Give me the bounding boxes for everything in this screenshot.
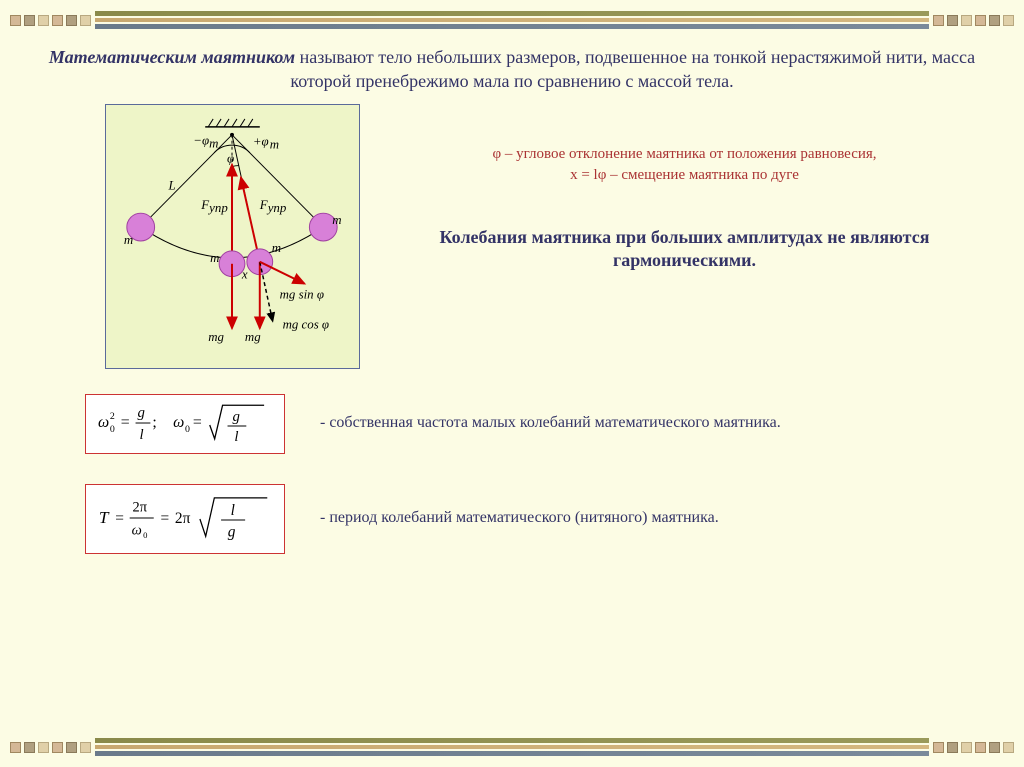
svg-text:2π: 2π xyxy=(133,499,148,515)
pendulum-diagram: −φm +φm φ L F⃗упр F⃗упр xyxy=(105,104,360,369)
title-paragraph: Математическим маятником называют тело н… xyxy=(45,45,979,94)
formula-row-frequency: ω 2 0 = g l ; ω 0 = g l - собственная ча… xyxy=(45,394,979,454)
svg-text:упр: упр xyxy=(266,201,287,215)
svg-text:ω: ω xyxy=(98,414,109,431)
svg-text:L: L xyxy=(168,178,176,192)
svg-text:g: g xyxy=(228,523,236,540)
formula-period: T = 2π ω 0 = 2π l g xyxy=(85,484,285,554)
svg-text:l: l xyxy=(234,428,238,444)
formula-omega-desc: - собственная частота малых колебаний ма… xyxy=(320,413,781,434)
title-term: Математическим маятником xyxy=(49,47,295,67)
svg-text:m: m xyxy=(124,233,133,247)
svg-text:ω: ω xyxy=(173,414,184,431)
svg-text:ω: ω xyxy=(132,522,142,538)
svg-text:T: T xyxy=(99,507,110,526)
svg-text:=: = xyxy=(160,509,169,526)
svg-text:x: x xyxy=(241,267,248,281)
svg-text:−φ: −φ xyxy=(193,133,209,147)
non-harmonic-statement: Колебания маятника при больших амплитуда… xyxy=(390,226,979,273)
svg-text:;: ; xyxy=(152,414,156,431)
formula-row-period: T = 2π ω 0 = 2π l g - период колебаний м… xyxy=(45,484,979,554)
svg-text:m: m xyxy=(270,137,279,151)
svg-text:=: = xyxy=(115,509,124,526)
svg-text:2: 2 xyxy=(110,411,115,422)
svg-text:упр: упр xyxy=(207,201,228,215)
svg-text:g: g xyxy=(232,409,239,425)
svg-text:m: m xyxy=(272,240,281,254)
title-definition: называют тело небольших размеров, подвеш… xyxy=(290,47,975,91)
formula-omega: ω 2 0 = g l ; ω 0 = g l xyxy=(85,394,285,454)
decorative-border-top xyxy=(0,8,1024,32)
svg-text:mg sin φ: mg sin φ xyxy=(280,287,324,301)
svg-text:g: g xyxy=(138,405,145,421)
svg-text:m: m xyxy=(332,213,341,227)
decorative-border-bottom xyxy=(0,735,1024,759)
phi-definition: φ – угловое отклонение маятника от полож… xyxy=(390,144,979,186)
svg-text:mg⃗: mg⃗ xyxy=(245,330,271,344)
svg-text:=: = xyxy=(193,414,202,431)
svg-text:l: l xyxy=(231,502,235,519)
svg-text:2π: 2π xyxy=(175,509,191,526)
svg-text:m: m xyxy=(210,250,219,264)
svg-text:0: 0 xyxy=(143,530,147,540)
formula-period-desc: - период колебаний математического (нитя… xyxy=(320,508,719,529)
svg-text:mg⃗: mg⃗ xyxy=(208,330,234,344)
phi-line-2: x = lφ – смещение маятника по дуге xyxy=(390,165,979,186)
svg-text:+φ: +φ xyxy=(253,134,269,148)
svg-text:0: 0 xyxy=(185,424,190,435)
svg-text:φ: φ xyxy=(227,151,234,165)
svg-text:mg cos φ: mg cos φ xyxy=(283,317,329,331)
svg-text:l: l xyxy=(140,426,144,442)
svg-text:=: = xyxy=(121,414,130,431)
slide-content: Математическим маятником называют тело н… xyxy=(45,45,979,722)
svg-text:m: m xyxy=(209,136,218,150)
svg-text:0: 0 xyxy=(110,424,115,435)
phi-line-1: φ – угловое отклонение маятника от полож… xyxy=(390,144,979,165)
